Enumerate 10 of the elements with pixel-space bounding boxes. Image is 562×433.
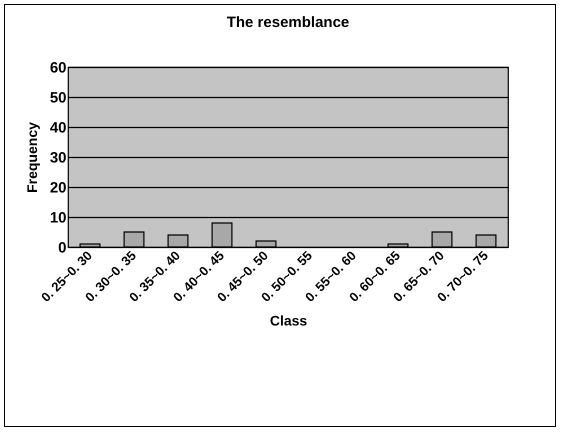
y-tick-label: 50: [50, 90, 66, 106]
y-tick-label: 0: [58, 240, 66, 256]
y-tick-label: 20: [50, 180, 66, 196]
y-tick-label: 10: [50, 210, 66, 226]
y-axis-title: Frequency: [24, 122, 40, 193]
y-tick-label: 60: [50, 60, 66, 76]
x-axis-title: Class: [270, 312, 308, 329]
chart-title: The resemblance: [226, 14, 350, 31]
y-tick-label: 30: [50, 150, 66, 166]
y-tick-label: 40: [50, 120, 66, 136]
